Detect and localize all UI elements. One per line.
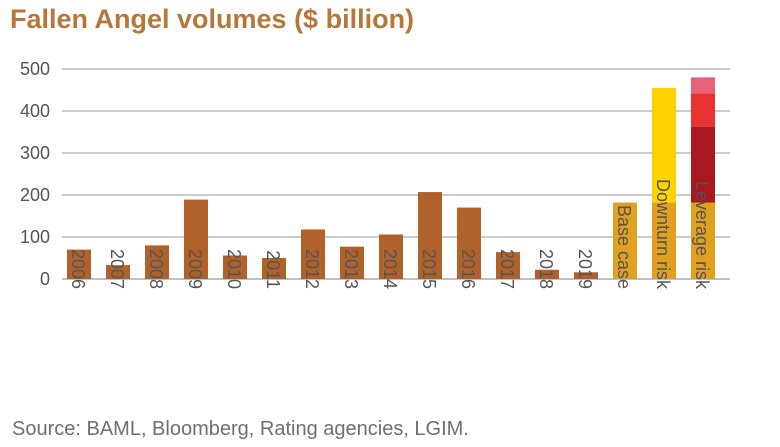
bar-segment bbox=[574, 272, 598, 279]
y-tick-label: 300 bbox=[20, 143, 50, 163]
y-tick-label: 0 bbox=[40, 269, 50, 289]
x-tick-label: 2006 bbox=[68, 249, 88, 289]
x-tick-label: 2015 bbox=[419, 249, 439, 289]
bar-segment bbox=[184, 199, 208, 279]
bar-segment bbox=[379, 234, 403, 279]
x-tick-label: 2018 bbox=[536, 249, 556, 289]
bar-segment bbox=[340, 246, 364, 279]
x-tick-label: 2009 bbox=[185, 249, 205, 289]
bar-segment bbox=[223, 255, 247, 279]
bar-segment bbox=[691, 77, 715, 94]
x-tick-label: 2007 bbox=[107, 249, 127, 289]
x-tick-label: 2019 bbox=[575, 249, 595, 289]
x-tick-label: 2008 bbox=[146, 249, 166, 289]
x-tick-label: Leverage risk bbox=[692, 181, 712, 290]
bar-segment bbox=[652, 202, 676, 279]
x-tick-label: 2012 bbox=[302, 249, 322, 289]
bar-segment bbox=[418, 192, 442, 279]
bars bbox=[67, 77, 715, 279]
y-tick-label: 400 bbox=[20, 101, 50, 121]
source-note: Source: BAML, Bloomberg, Rating agencies… bbox=[12, 418, 469, 440]
bar-segment bbox=[652, 87, 676, 203]
x-tick-label: 2010 bbox=[224, 249, 244, 289]
bar-segment bbox=[496, 252, 520, 279]
y-tick-label: 200 bbox=[20, 185, 50, 205]
y-tick-label: 500 bbox=[20, 59, 50, 79]
bar-segment bbox=[691, 126, 715, 203]
bar-segment bbox=[145, 245, 169, 279]
x-tick-label: 2014 bbox=[380, 249, 400, 289]
y-axis-ticks: 0 100 200 300 400 500 bbox=[20, 59, 50, 289]
bar-segment bbox=[535, 269, 559, 279]
x-tick-label: Base case bbox=[614, 205, 634, 289]
y-tick-label: 100 bbox=[20, 227, 50, 247]
bar-segment bbox=[262, 258, 286, 279]
bar-segment bbox=[67, 249, 91, 279]
bar-segment bbox=[457, 207, 481, 279]
bar-segment bbox=[106, 265, 130, 279]
bar-segment bbox=[613, 202, 637, 279]
chart-title: Fallen Angel volumes ($ billion) bbox=[10, 4, 415, 34]
x-tick-label: 2011 bbox=[263, 250, 283, 289]
x-axis-ticks: 2006 2007 2008 2009 2010 2011 2012 2013 2014 2015… bbox=[68, 179, 712, 290]
bar-segment bbox=[691, 202, 715, 279]
bar-segment bbox=[691, 93, 715, 127]
bar-segment bbox=[301, 229, 325, 279]
x-tick-label: Downturn risk bbox=[653, 179, 673, 290]
x-tick-label: 2016 bbox=[458, 249, 478, 289]
x-tick-label: 2013 bbox=[341, 249, 361, 289]
x-tick-label: 2017 bbox=[497, 249, 517, 289]
